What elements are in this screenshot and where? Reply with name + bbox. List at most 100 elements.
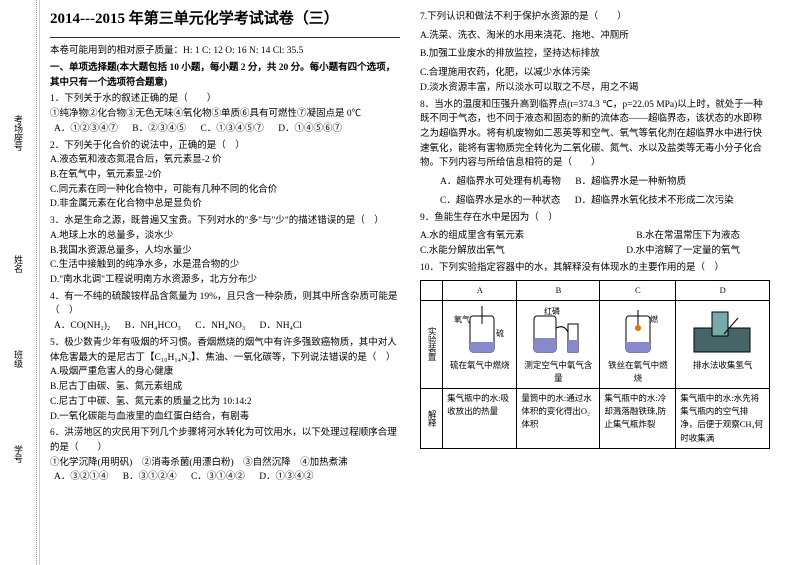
rowh-int: 解释: [421, 389, 443, 449]
q9-opt-d: D.水中溶解了一定量的氧气: [626, 244, 740, 259]
margin-label-class: 班级: [12, 350, 25, 368]
q8-text: 8．当水的温度和压强升高到临界点(t=374.3 ℃，p=22.05 MPa)以…: [420, 98, 770, 172]
cell-b: 红磷 测定空气中氧气含量: [517, 300, 600, 388]
question-8: 8．当水的温度和压强升高到临界点(t=374.3 ℃，p=22.05 MPa)以…: [420, 98, 770, 209]
atomic-mass-note: 本卷可能用到的相对原子质量：H: 1 C: 12 O: 16 N: 14 Cl:…: [50, 44, 400, 59]
cell-a: 氧气 硫 硫在氧气中燃烧: [443, 300, 517, 388]
question-3: 3．水是生命之源，既普遍又宝贵。下列对水的"多"与"少"的描述错误的是（ ） A…: [50, 214, 400, 288]
th-a: A: [443, 280, 517, 300]
binding-margin: 考场座号 姓名 班级 学号: [0, 0, 40, 565]
q8-opt-a: A．超临界水可处理有机毒物: [440, 177, 561, 187]
exam-title: 2014---2015 年第三单元化学考试试卷（三）: [50, 8, 400, 31]
fe-label: 燃: [650, 314, 658, 324]
q7-opt-c: C.合理施用农药，化肥，以减少水体污染: [420, 66, 770, 81]
dotted-fold-line: [36, 0, 37, 565]
experiment-table: A B C D 实验装置 氧气 硫: [420, 280, 770, 449]
columns: 2014---2015 年第三单元化学考试试卷（三） 本卷可能用到的相对原子质量…: [40, 0, 800, 565]
q5-opt-d: D.一氧化碳能与血液里的血红蛋白结合，有剧毒: [50, 410, 400, 425]
cylinder-icon: 红磷: [526, 304, 591, 359]
flask-icon: 氧气 硫: [450, 304, 510, 359]
title-underline: [50, 37, 400, 38]
question-2: 2．下列关于化合价的说法中，正确的是（ ） A.液态氧和液态氮混合后，氧元素显-…: [50, 139, 400, 213]
int-d: 集气瓶中的水:水先将集气瓶内的空气排净，后便于观察CH₄何时收集满: [676, 389, 770, 449]
red-label: 红磷: [544, 306, 560, 316]
q4-opt-a: A．CO(NH₂)₂: [54, 321, 110, 331]
cell-c: 燃 铁丝在氧气中燃烧: [600, 300, 676, 388]
q1-opt-a: A．①②③④⑦: [54, 124, 118, 134]
table-head-row: A B C D: [421, 280, 770, 300]
q6-opt-d: D．①③④②: [259, 472, 313, 482]
q4-opt-c: C．NH₄NO₃: [195, 321, 245, 331]
q5-opt-b: B.尼古丁由碳、氢、氮元素组成: [50, 380, 400, 395]
q2-opt-d: D.非金属元素在化合物中总是显负价: [50, 197, 400, 212]
q4-text: 4．有一不纯的硫酸铵样品含氮量为 19%，且只含一种杂质，则其中所含杂质可能是（…: [50, 290, 400, 319]
q2-opt-a: A.液态氧和液态氮混合后，氧元素显-2 价: [50, 153, 400, 168]
q3-opt-b: B.我国水资源总量多，人均水量少: [50, 244, 400, 259]
q9-opt-a: A.水的组成里含有氧元素: [420, 229, 524, 244]
left-column: 2014---2015 年第三单元化学考试试卷（三） 本卷可能用到的相对原子质量…: [40, 0, 410, 565]
iron-icon: 燃: [610, 304, 665, 359]
q1-opt-c: C．①③④⑤⑦: [200, 124, 263, 134]
th-c: C: [600, 280, 676, 300]
s-label: 硫: [496, 328, 504, 338]
q4-opt-d: D．NH₄Cl: [260, 321, 302, 331]
q8-opt-b: B．超临界水是一种新物质: [575, 177, 686, 187]
cell-d: 排水法收集氢气: [676, 300, 770, 388]
q2-opt-c: C.同元素在同一种化合物中，可能有几种不同的化合价: [50, 183, 400, 198]
cell-d-cap: 排水法收集氢气: [680, 359, 765, 372]
th-b: B: [517, 280, 600, 300]
q9-opt-c: C.水能分解放出氧气: [420, 244, 505, 259]
q7-text: 7.下列认识和做法不利于保护水资源的是（ ）: [420, 10, 770, 25]
page: 考场座号 姓名 班级 学号 2014---2015 年第三单元化学考试试卷（三）…: [0, 0, 800, 565]
section-1-heading: 一、单项选择题(本大题包括 10 小题，每小题 2 分，共 20 分。每小题有四…: [50, 61, 400, 90]
th-blank: [421, 280, 443, 300]
question-6: 6．洪涝地区的灾民用下列几个步骤将河水转化为可饮用水，以下处理过程顺序合理的是（…: [50, 426, 400, 485]
q3-text: 3．水是生命之源，既普遍又宝贵。下列对水的"多"与"少"的描述错误的是（ ）: [50, 214, 400, 229]
q5-opt-a: A.吸烟严重危害人的身心健康: [50, 365, 400, 380]
q3-opt-d: D."南水北调"工程说明南方水资源多，北方分布少: [50, 273, 400, 288]
q8-opt-d: D．超临界水氧化技术不形成二次污染: [575, 196, 734, 206]
q8-opt-c: C．超临界水是水的一种状态: [440, 196, 560, 206]
right-column: 7.下列认识和做法不利于保护水资源的是（ ） A.洗菜、洗衣、淘米的水用来浇花、…: [410, 0, 780, 565]
q1-opt-d: D．①④⑤⑥⑦: [278, 124, 342, 134]
q3-opt-c: C.生活中接触到的纯净水多，水是混合物的少: [50, 258, 400, 273]
margin-label-name: 姓名: [12, 255, 25, 273]
cell-c-cap: 铁丝在氧气中燃烧: [604, 359, 671, 385]
q6-opt-b: B．③①②④: [123, 472, 177, 482]
int-c: 集气瓶中的水:冷却溅落融铁珠,防止集气瓶炸裂: [600, 389, 676, 449]
margin-label-id: 学号: [12, 445, 25, 463]
q10-text: 10．下列实验指定容器中的水，其解释没有体现水的主要作用的是（ ）: [420, 261, 770, 276]
int-a: 集气瓶中的水:吸收放出的热量: [443, 389, 517, 449]
rowh-exp: 实验装置: [421, 300, 443, 388]
question-9: 9．鱼能生存在水中是因为（ ） A.水的组成里含有氧元素 B.水在常温常压下为液…: [420, 211, 770, 259]
q6-text: 6．洪涝地区的灾民用下列几个步骤将河水转化为可饮用水，以下处理过程顺序合理的是（…: [50, 426, 400, 455]
cell-b-cap: 测定空气中氧气含量: [521, 359, 595, 385]
q2-text: 2．下列关于化合价的说法中，正确的是（ ）: [50, 139, 400, 154]
table-int-row: 解释 集气瓶中的水:吸收放出的热量 量筒中的水:通过水体积的变化得出O₂体积 集…: [421, 389, 770, 449]
q7-opt-d: D.淡水资源丰富，所以淡水可以取之不尽，用之不竭: [420, 81, 770, 96]
q9-text: 9．鱼能生存在水中是因为（ ）: [420, 211, 770, 226]
q4-opt-b: B．NH₄HCO₃: [125, 321, 181, 331]
question-4: 4．有一不纯的硫酸铵样品含氮量为 19%，且只含一种杂质，则其中所含杂质可能是（…: [50, 290, 400, 334]
q3-opt-a: A.地球上水的总量多，淡水少: [50, 229, 400, 244]
q6-sub: ①化学沉降(用明矾) ②消毒杀菌(用漂白粉) ③自然沉降 ④加热煮沸: [50, 456, 400, 471]
int-b: 量筒中的水:通过水体积的变化得出O₂体积: [517, 389, 600, 449]
q6-opt-a: A．③②①④: [54, 472, 108, 482]
question-10: 10．下列实验指定容器中的水，其解释没有体现水的主要作用的是（ ） A B C …: [420, 261, 770, 449]
question-1: 1．下列关于水的叙述正确的是（ ） ①纯净物②化合物③无色无味④氧化物⑤单质⑥具…: [50, 92, 400, 136]
q5-text: 5．极少数青少年有吸烟的坏习惯。香烟燃烧的烟气中有许多强致癌物质，其中对人体危害…: [50, 336, 400, 365]
cell-a-cap: 硫在氧气中燃烧: [447, 359, 512, 372]
q5-opt-c: C.尼古丁中碳、氢、氮元素的质量之比为 10:14:2: [50, 395, 400, 410]
question-7: 7.下列认识和做法不利于保护水资源的是（ ） A.洗菜、洗衣、淘米的水用来浇花、…: [420, 10, 770, 96]
th-d: D: [676, 280, 770, 300]
table-exp-row: 实验装置 氧气 硫 硫在氧气中燃烧: [421, 300, 770, 388]
q1-sub: ①纯净物②化合物③无色无味④氧化物⑤单质⑥具有可燃性⑦凝固点是 0℃: [50, 107, 400, 122]
q7-opt-a: A.洗菜、洗衣、淘米的水用来浇花、拖地、冲厕所: [420, 29, 770, 44]
q6-opt-c: C．③①④②: [191, 472, 245, 482]
q2-opt-b: B.在氧气中，氧元素显-2价: [50, 168, 400, 183]
margin-label-seat: 考场座号: [12, 115, 25, 151]
question-5: 5．极少数青少年有吸烟的坏习惯。香烟燃烧的烟气中有许多强致癌物质，其中对人体危害…: [50, 336, 400, 424]
q1-opt-b: B．②③④⑤: [132, 124, 186, 134]
q7-opt-b: B.加强工业废水的排放监控，坚持达标排放: [420, 47, 770, 62]
q1-text: 1．下列关于水的叙述正确的是（ ）: [50, 92, 400, 107]
